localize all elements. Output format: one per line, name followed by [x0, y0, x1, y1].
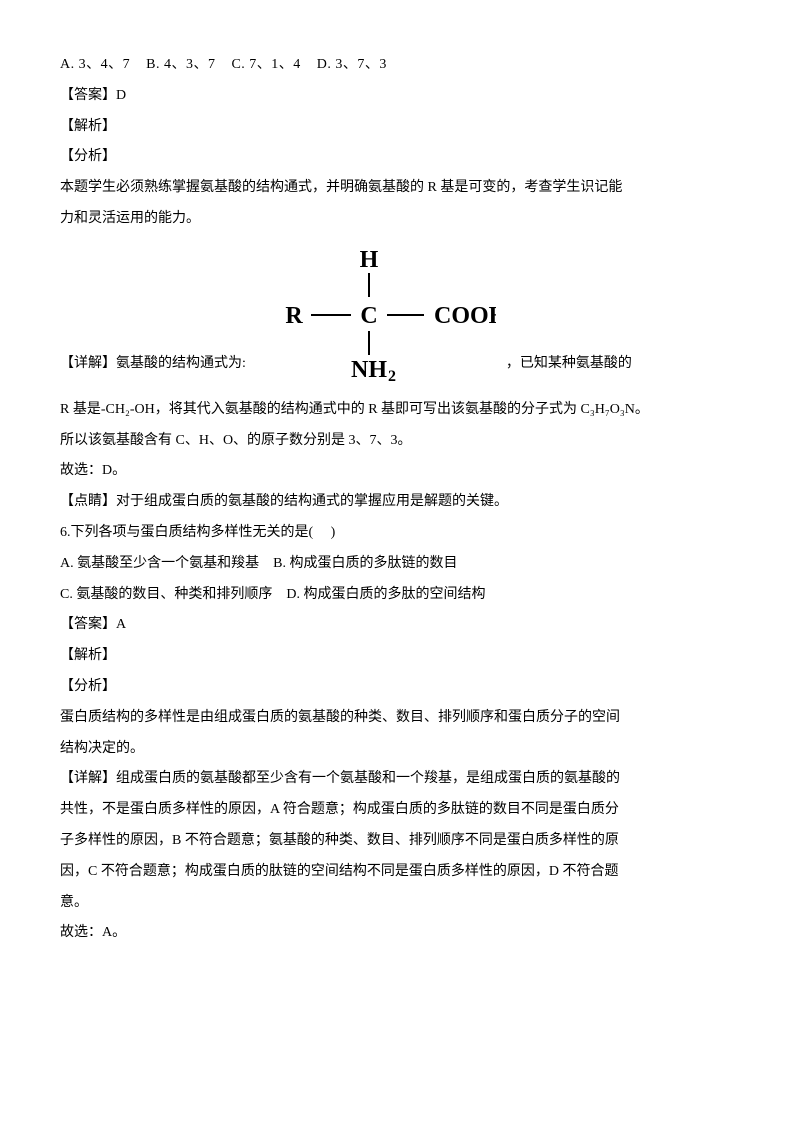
amino-acid-structure-icon: H R C COOH NH 2 — [256, 245, 496, 385]
q6-conclusion: 故选：A。 — [60, 918, 740, 949]
q6-detail-3: 子多样性的原因，B 不符合题意；氨基酸的种类、数目、排列顺序不同是蛋白质多样性的… — [60, 826, 740, 857]
analysis-label: 【解析】 — [60, 112, 740, 143]
q6-analysis-label: 【解析】 — [60, 641, 740, 672]
analysis-text-2: 力和灵活运用的能力。 — [60, 204, 740, 235]
key-point: 【点睛】对于组成蛋白质的氨基酸的结构通式的掌握应用是解题的关键。 — [60, 487, 740, 518]
options-line: A. 3、4、7 B. 4、3、7 C. 7、1、4 D. 3、7、3 — [60, 50, 740, 81]
q6-options-1: A. 氨基酸至少含一个氨基和羧基 B. 构成蛋白质的多肽链的数目 — [60, 549, 740, 580]
answer-label: 【答案】D — [60, 81, 740, 112]
detail-text-1: R 基是-CH₂-OH，将其代入氨基酸的结构通式中的 R 基即可写出该氨基酸的分… — [60, 395, 740, 426]
q6-detail-2: 共性，不是蛋白质多样性的原因，A 符合题意；构成蛋白质的多肽链的数目不同是蛋白质… — [60, 795, 740, 826]
structure-r-label: R — [285, 303, 303, 329]
structure-h-label: H — [360, 247, 379, 273]
q6-detail-4: 因，C 不符合题意；构成蛋白质的肽链的空间结构不同是蛋白质多样性的原因，D 不符… — [60, 857, 740, 888]
q6-sub-analysis: 【分析】 — [60, 672, 740, 703]
document-content: A. 3、4、7 B. 4、3、7 C. 7、1、4 D. 3、7、3 【答案】… — [60, 50, 740, 949]
q6-detail-1: 【详解】组成蛋白质的氨基酸都至少含有一个氨基酸和一个羧基，是组成蛋白质的氨基酸的 — [60, 764, 740, 795]
structure-nh-label: NH — [351, 357, 387, 383]
structure-container: 【详解】氨基酸的结构通式为: H R C COOH NH 2 ，已知某种氨基酸的 — [60, 245, 740, 385]
q6-stem: 6.下列各项与蛋白质结构多样性无关的是( ) — [60, 518, 740, 549]
structure-c-label: C — [360, 303, 377, 329]
detail-text-2: 所以该氨基酸含有 C、H、O、的原子数分别是 3、7、3。 — [60, 426, 740, 457]
sub-analysis-label: 【分析】 — [60, 142, 740, 173]
q6-options-2: C. 氨基酸的数目、种类和排列顺序 D. 构成蛋白质的多肽的空间结构 — [60, 580, 740, 611]
q6-analysis-2: 结构决定的。 — [60, 734, 740, 765]
detail-prefix: 【详解】氨基酸的结构通式为: — [60, 349, 246, 385]
q6-answer: 【答案】A — [60, 610, 740, 641]
structure-sub-label: 2 — [388, 368, 396, 385]
q6-detail-5: 意。 — [60, 888, 740, 919]
q6-analysis-1: 蛋白质结构的多样性是由组成蛋白质的氨基酸的种类、数目、排列顺序和蛋白质分子的空间 — [60, 703, 740, 734]
conclusion: 故选：D。 — [60, 456, 740, 487]
structure-cooh-label: COOH — [434, 303, 496, 329]
analysis-text-1: 本题学生必须熟练掌握氨基酸的结构通式，并明确氨基酸的 R 基是可变的，考查学生识… — [60, 173, 740, 204]
detail-suffix: ，已知某种氨基酸的 — [506, 349, 632, 385]
